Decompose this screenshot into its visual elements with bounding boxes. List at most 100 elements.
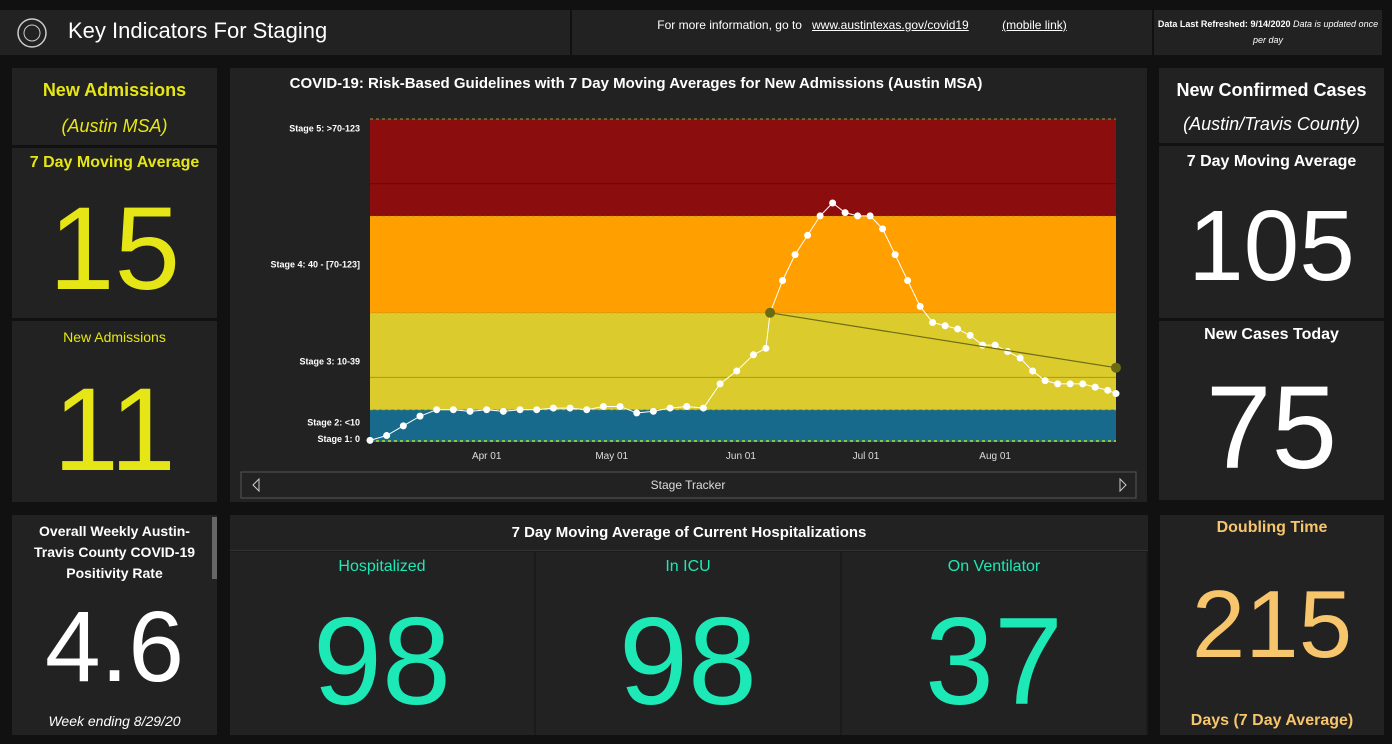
admissions-point: [433, 406, 441, 414]
hosp-label: In ICU: [665, 558, 711, 575]
stage-band: [370, 409, 1116, 442]
admissions-point: [716, 380, 724, 388]
admissions-point: [366, 436, 374, 444]
y-tick-label: Stage 5: >70-123: [289, 124, 360, 134]
scroll-left[interactable]: [252, 477, 260, 493]
cases-subtitle: (Austin/Travis County): [1183, 114, 1360, 134]
admissions-point: [1004, 348, 1012, 356]
admissions-point: [841, 209, 849, 217]
doubling-panel: Doubling Time 215 Days (7 Day Average): [1160, 515, 1384, 735]
admissions-point: [954, 325, 962, 333]
stage-band: [370, 119, 1116, 216]
mobile-link[interactable]: (mobile link): [1002, 18, 1067, 32]
trend-point: [765, 307, 776, 318]
admissions-today-value: 11: [53, 364, 176, 496]
admissions-point: [941, 322, 949, 330]
header-left: Key Indicators For Staging: [0, 10, 570, 55]
hosp-title: 7 Day Moving Average of Current Hospital…: [511, 524, 867, 541]
refreshed-label: Data Last Refreshed:: [1157, 19, 1248, 29]
trend-point: [1111, 362, 1121, 373]
info-link[interactable]: www.austintexas.gov/covid19: [811, 18, 969, 32]
admissions-point: [733, 367, 741, 375]
admissions-point: [816, 212, 824, 220]
admissions-point: [466, 407, 474, 415]
admissions-avg-panel: 7 Day Moving Average 15: [12, 148, 217, 318]
hosp-value: 98: [619, 593, 757, 731]
admissions-point: [583, 406, 591, 414]
doubling-note: Days (7 Day Average): [1190, 712, 1354, 729]
stage-tracker: [240, 471, 1137, 499]
stage-band: [370, 215, 1116, 313]
admissions-today-label: New Admissions: [63, 329, 166, 345]
admissions-point: [1112, 390, 1120, 398]
admissions-point: [416, 412, 424, 420]
admissions-point: [829, 199, 837, 207]
admissions-point: [633, 409, 641, 417]
header-refresh: Data Last Refreshed: 9/14/2020 Data is u…: [1154, 10, 1382, 55]
x-tick-label: Aug 01: [979, 451, 1011, 462]
positivity-note: Week ending 8/29/20: [48, 713, 181, 729]
header-title: Key Indicators For Staging: [68, 18, 328, 43]
admissions-point: [516, 406, 524, 414]
admissions-point: [449, 406, 457, 414]
admissions-point: [1079, 380, 1087, 388]
scrollbar[interactable]: [212, 517, 217, 579]
admissions-point: [904, 277, 912, 284]
x-tick-label: Apr 01: [472, 451, 502, 462]
admissions-point: [666, 404, 674, 412]
admissions-point: [1054, 380, 1062, 388]
chart-panel: COVID-19: Risk-Based Guidelines with 7 D…: [230, 68, 1147, 502]
cases-today-label: New Cases Today: [1204, 326, 1339, 343]
hosp-header: 7 Day Moving Average of Current Hospital…: [230, 515, 1148, 551]
positivity-title: Overall Weekly Austin-Travis County COVI…: [33, 523, 196, 581]
hosp-panel: 7 Day Moving Average of Current Hospital…: [230, 515, 1148, 735]
y-tick-label: Stage 2: <10: [307, 418, 360, 428]
hosp-item: On Ventilator 37: [842, 552, 1146, 735]
admissions-today-panel: New Admissions 11: [12, 321, 217, 502]
admissions-point: [791, 251, 799, 259]
admissions-point: [1041, 377, 1049, 385]
seal-icon: [17, 18, 47, 48]
admissions-point: [699, 404, 707, 412]
admissions-point: [762, 344, 770, 352]
admissions-point: [533, 406, 541, 414]
y-tick-label: Stage 1: 0: [317, 434, 360, 444]
positivity-value: 4.6: [44, 591, 184, 703]
admissions-point: [966, 331, 974, 339]
admissions-point: [1029, 367, 1037, 375]
trend-line: [769, 312, 1117, 369]
admissions-point: [566, 404, 574, 412]
admissions-point: [1066, 380, 1074, 388]
hosp-value: 37: [925, 593, 1063, 731]
admissions-point: [879, 225, 887, 233]
admissions-point: [779, 277, 787, 284]
hosp-item: Hospitalized 98: [230, 552, 534, 735]
cases-today-value: 75: [1205, 362, 1338, 494]
admissions-point: [916, 302, 924, 310]
admissions-point: [616, 402, 624, 410]
x-tick-label: Jun 01: [726, 451, 756, 462]
chart: COVID-19: Risk-Based Guidelines with 7 D…: [240, 75, 1137, 499]
admissions-point: [1016, 354, 1024, 362]
scroll-right[interactable]: [1119, 477, 1127, 493]
admissions-point: [979, 341, 987, 349]
admissions-avg-label: 7 Day Moving Average: [29, 154, 200, 171]
admissions-point: [683, 402, 691, 410]
cases-avg-value: 105: [1188, 190, 1355, 302]
admissions-subtitle: (Austin MSA): [61, 116, 168, 136]
hosp-value: 98: [313, 593, 451, 731]
cases-title: New Confirmed Cases: [1176, 80, 1367, 100]
info-text: For more information, go to: [657, 18, 802, 32]
admissions-title-panel: New Admissions (Austin MSA): [12, 68, 217, 145]
chart-title: COVID-19: Risk-Based Guidelines with 7 D…: [290, 75, 983, 92]
refreshed-note: Data is updated once per day: [1252, 19, 1379, 45]
cases-today-panel: New Cases Today 75: [1159, 321, 1384, 500]
info-line: For more information, go to www.austinte…: [572, 18, 1152, 32]
hosp-label: On Ventilator: [947, 558, 1041, 575]
cases-avg-panel: 7 Day Moving Average 105: [1159, 146, 1384, 318]
admissions-point: [929, 318, 937, 326]
cases-title-panel: New Confirmed Cases (Austin/Travis Count…: [1159, 68, 1384, 143]
admissions-point: [549, 404, 557, 412]
hosp-label: Hospitalized: [338, 558, 426, 575]
